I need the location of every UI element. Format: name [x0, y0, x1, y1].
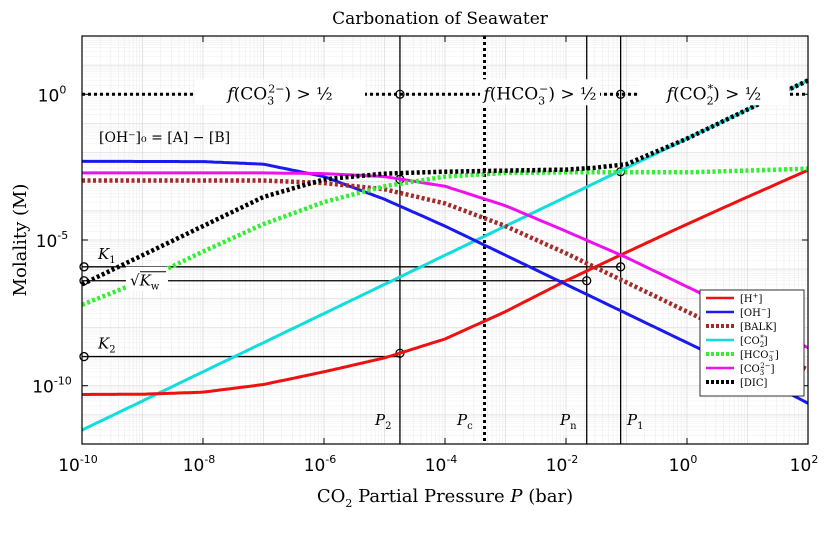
intersection-marker: [582, 276, 592, 286]
label-Pn: Pn: [559, 411, 577, 432]
x-tick-label: 100: [669, 453, 698, 476]
intersection-marker: [615, 262, 626, 272]
chart-title: Carbonation of Seawater: [332, 9, 549, 29]
label-K2: K2: [97, 335, 116, 356]
legend-box: [699, 289, 805, 397]
annotation-oh0: [OH⁻]₀ = [A] − [B]: [99, 130, 230, 146]
y-tick-label: 100: [38, 83, 67, 106]
label-P1: P1: [626, 411, 643, 432]
series-line: [81, 166, 809, 307]
label-K1: K1: [97, 245, 116, 266]
legend-label: [CO2*]: [740, 334, 768, 349]
y-tick-label: 10-10: [32, 375, 72, 398]
x-tick-label: 10-2: [546, 453, 579, 476]
legend: [H+][OH−] [BALK][CO2*][HCO3−][CO32−][DIC]: [699, 289, 805, 397]
x-tick-label: 10-8: [183, 453, 216, 476]
label-Pc: Pc: [456, 411, 473, 432]
x-tick-label: 102: [790, 453, 819, 476]
ref-point-marker: [79, 351, 89, 362]
x-axis-label: CO2 Partial Pressure P (bar): [317, 486, 573, 510]
series-line: [81, 159, 809, 405]
series-lines: [81, 78, 809, 432]
label-P2: P2: [374, 411, 391, 432]
series-line: [82, 178, 809, 372]
ref-point-marker: [79, 262, 89, 272]
legend-label: [HCO3−]: [740, 348, 779, 363]
annotations: f(CO32−) > ½ f(HCO3−) > ½ f(CO2*) > ½ [OH⁻]…: [97, 79, 789, 432]
legend-label: [OH−]: [740, 306, 771, 319]
x-tick-label: 10-6: [304, 453, 337, 476]
series-line: [82, 171, 809, 350]
legend-label: [H+]: [740, 292, 763, 305]
label-sqrt-Kw: √Kw: [130, 272, 160, 293]
annotation-hco3-fraction-bg: [480, 79, 600, 106]
y-tick-label: 10-5: [36, 229, 69, 252]
legend-label: [BALK]: [740, 322, 777, 333]
annotation-co2-fraction-bg: [639, 79, 789, 106]
annotation-co2-fraction: f(CO2*) > ½: [665, 82, 762, 107]
series-line: [81, 78, 809, 287]
x-tick-label: 10-4: [425, 453, 458, 476]
axes: 10-10 10-8 10-6 10-4 10-2 100 102 10-10 10-5 100 C…: [10, 35, 819, 510]
y-axis-label: Molality (M): [10, 184, 31, 297]
annotation-co3-fraction-bg: [195, 79, 365, 106]
annotation-hco3-fraction: f(HCO3−) > ½: [481, 82, 596, 107]
x-tick-label: 10-10: [58, 453, 98, 476]
series-line: [82, 168, 809, 396]
legend-label: [DIC]: [740, 378, 768, 389]
annotation-co3-fraction: f(CO32−) > ½: [225, 82, 332, 107]
sqrt-kw-bg: [126, 266, 168, 291]
legend-label: [CO32−]: [740, 362, 775, 377]
